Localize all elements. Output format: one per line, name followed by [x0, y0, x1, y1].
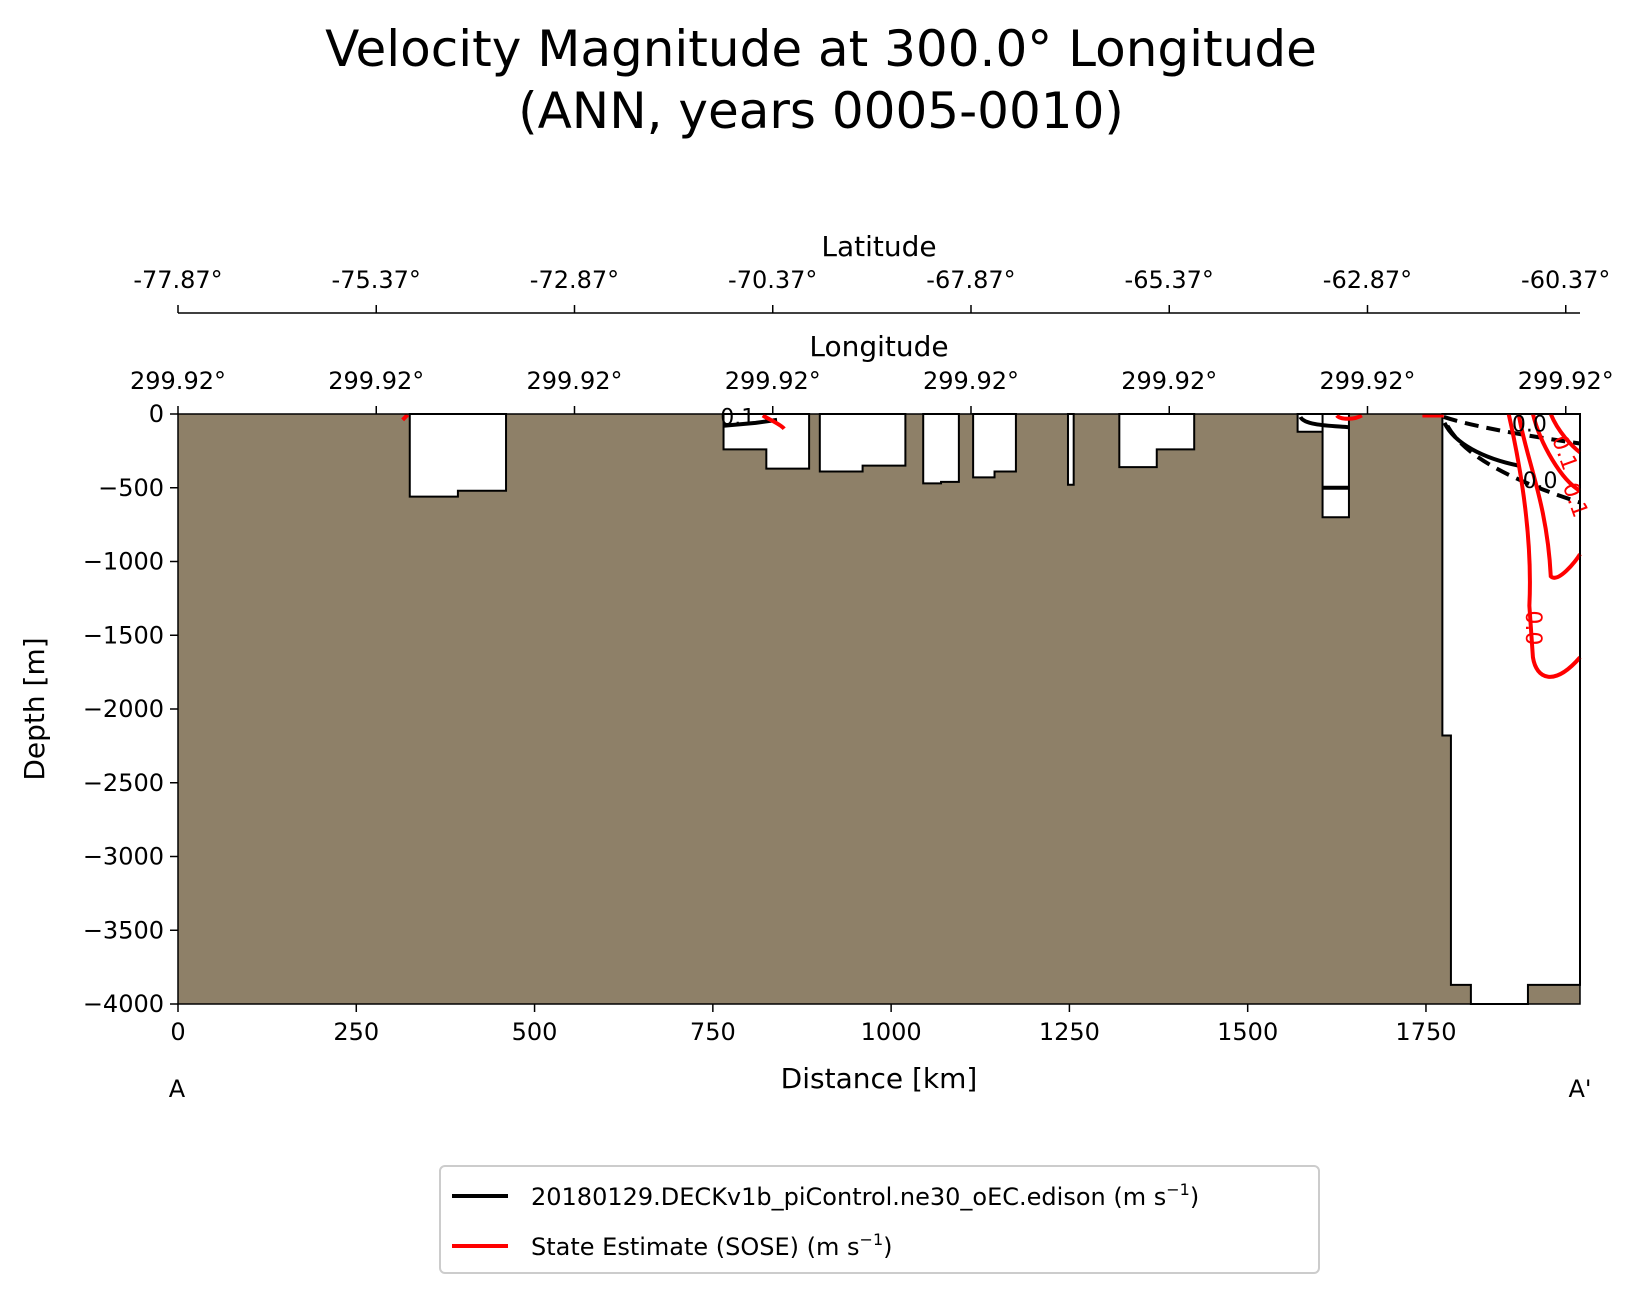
longitude-tick-label: 299.92° [1121, 367, 1217, 395]
x-axis-label: Distance [km] [781, 1062, 978, 1095]
longitude-axis-label: Longitude [809, 330, 948, 363]
legend-label-model-sup: −1 [1166, 1180, 1190, 1199]
water-regions [408, 413, 1581, 1005]
y-axis-label: Depth [m] [18, 637, 51, 780]
x-axis-ticks: 0 250 500 750 1000 1250 1500 1750 [170, 1004, 1457, 1046]
latitude-axis-label: Latitude [821, 230, 936, 263]
model-contour-dashed [1443, 415, 1581, 446]
latitude-ticks: -77.87° -75.37° -72.87° -70.37° -67.87° -65.3… [133, 266, 1610, 313]
x-tick-label: 1250 [1039, 1018, 1100, 1046]
y-tick-label: −500 [98, 474, 164, 502]
model-contour [1298, 415, 1350, 430]
water-pocket [408, 413, 508, 498]
latitude-tick-label: -77.87° [133, 266, 222, 294]
longitude-tick-label: 299.92° [1518, 367, 1614, 395]
x-tick-label: 1750 [1395, 1018, 1456, 1046]
model-contour [1442, 421, 1520, 468]
y-tick-label: −1500 [83, 621, 164, 649]
longitude-tick-label: 299.92° [130, 367, 226, 395]
water-pocket [818, 413, 907, 473]
x-tick-label: 500 [512, 1018, 558, 1046]
x-tick-label: 1500 [1217, 1018, 1278, 1046]
sose-contour [401, 413, 410, 422]
longitude-tick-label: 299.92° [923, 367, 1019, 395]
section-end-label: A' [1568, 1075, 1591, 1103]
x-tick-label: 0 [170, 1018, 185, 1046]
x-tick-label: 750 [690, 1018, 736, 1046]
top-axis-longitude: Longitude 299.92° 299.92° 299.92° 299.92° 29… [130, 330, 1614, 414]
longitude-tick-label: 299.92° [328, 367, 424, 395]
legend-label-model: 20180129.DECKv1b_piControl.ne30_oEC.edis… [531, 1180, 1199, 1211]
longitude-tick-label: 299.92° [527, 367, 623, 395]
water-pocket [972, 413, 1017, 479]
sose-contour [761, 413, 786, 431]
latitude-tick-label: -70.37° [728, 266, 817, 294]
water-pocket [922, 413, 960, 485]
latitude-tick-label: -67.87° [926, 266, 1015, 294]
latitude-tick-label: -72.87° [530, 266, 619, 294]
latitude-tick-label: -60.37° [1521, 266, 1610, 294]
top-axis-latitude: Latitude -77.87° -75.37° -72.87° -70.37° -67… [133, 230, 1610, 314]
x-tick-label: 1000 [861, 1018, 922, 1046]
water-pocket [1066, 413, 1075, 486]
y-tick-label: −2000 [83, 695, 164, 723]
legend-box [439, 1165, 1320, 1274]
y-tick-label: −3000 [83, 843, 164, 871]
latitude-tick-label: -75.37° [332, 266, 421, 294]
section-start-label: A [169, 1075, 186, 1103]
sose-contour [1516, 413, 1582, 580]
contour-label: 0.0 [1520, 610, 1545, 645]
contour-label: 0.0 [1523, 469, 1558, 494]
x-tick-label: 250 [333, 1018, 379, 1046]
plot-area: 0.00.00.10.00.10.1 [177, 405, 1592, 1005]
y-tick-label: −3500 [83, 916, 164, 944]
contour-label: 0.1 [720, 405, 755, 430]
water-pocket [1321, 413, 1350, 519]
longitude-ticks: 299.92° 299.92° 299.92° 299.92° 299.92° 299.9… [130, 367, 1614, 414]
chart-title-line-2: (ANN, years 0005-0010) [518, 82, 1124, 140]
y-tick-label: −2500 [83, 769, 164, 797]
latitude-tick-label: -65.37° [1125, 266, 1214, 294]
chart-title-line-1: Velocity Magnitude at 300.0° Longitude [325, 20, 1317, 78]
y-tick-label: −1000 [83, 548, 164, 576]
legend-label-sose-sup: −1 [860, 1230, 884, 1249]
contour-label: 0.0 [1512, 413, 1547, 438]
sose-contour [1548, 413, 1582, 454]
y-axis-ticks: 0 −500 −1000 −1500 −2000 −2500 −3000 −3500 −4000 [83, 400, 178, 1018]
y-tick-label: −4000 [83, 990, 164, 1018]
longitude-tick-label: 299.92° [725, 367, 821, 395]
legend: 20180129.DECKv1b_piControl.ne30_oEC.edis… [439, 1165, 1320, 1274]
land-mask [178, 414, 1580, 1004]
latitude-tick-label: -62.87° [1323, 266, 1412, 294]
open-ocean-region [1441, 413, 1581, 1005]
longitude-tick-label: 299.92° [1319, 367, 1415, 395]
sose-contour [1335, 413, 1363, 421]
sose-contour [1506, 413, 1582, 679]
sose-contour [1530, 413, 1582, 493]
legend-label-sose: State Estimate (SOSE) (m s−1) [531, 1230, 893, 1261]
y-tick-label: 0 [149, 400, 164, 428]
